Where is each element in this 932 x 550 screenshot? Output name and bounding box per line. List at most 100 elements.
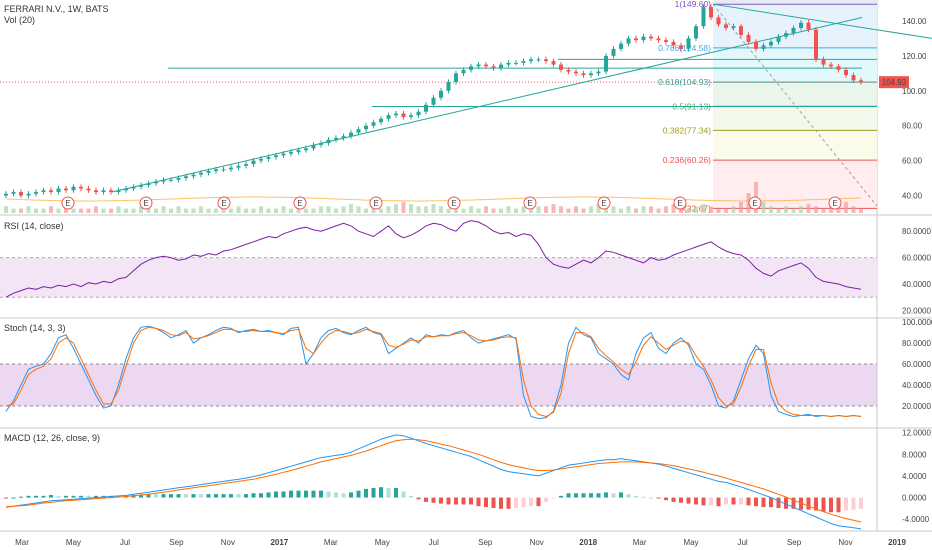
- macd-histogram-bar: [814, 497, 818, 511]
- volume-bar: [386, 206, 391, 213]
- macd-histogram-bar: [776, 497, 781, 508]
- macd-histogram-bar: [791, 497, 796, 509]
- macd-histogram-bar: [206, 494, 211, 498]
- earnings-marker-label: E: [297, 199, 302, 208]
- time-axis-tick: Mar: [324, 538, 338, 547]
- volume-bar: [821, 208, 826, 213]
- candle-body: [4, 193, 8, 196]
- macd-label: MACD (12, 26, close, 9): [4, 433, 100, 443]
- candle-body: [851, 75, 856, 81]
- earnings-marker-label: E: [752, 199, 757, 208]
- candle-body: [26, 193, 31, 196]
- time-axis-tick: Sep: [478, 538, 493, 547]
- stoch-axis-tick: 40.0000: [902, 381, 931, 390]
- candle-body: [656, 38, 661, 41]
- macd-histogram-bar: [536, 497, 541, 507]
- candle-body: [731, 26, 736, 28]
- volume-bar: [469, 206, 473, 213]
- candle-body: [709, 6, 713, 18]
- candle-body: [536, 59, 541, 61]
- volume-bar: [559, 206, 563, 213]
- volume-bar: [281, 206, 286, 213]
- candle-body: [289, 151, 293, 154]
- volume-bar: [784, 206, 788, 213]
- macd-histogram-bar: [476, 497, 481, 507]
- volume-bar: [356, 206, 361, 213]
- macd-histogram-bar: [289, 490, 293, 498]
- fib-level-label: 0.786(124.58): [658, 43, 711, 53]
- candle-body: [686, 38, 691, 49]
- candle-body: [214, 169, 218, 172]
- current-price-badge: [879, 76, 909, 89]
- stoch-band: [0, 364, 877, 407]
- stoch-d-line: [5, 326, 862, 418]
- fib-level-label: 1(149.60): [675, 0, 712, 9]
- volume-bar: [431, 204, 436, 213]
- macd-histogram-bar: [701, 497, 706, 506]
- macd-histogram-bar: [514, 497, 518, 508]
- candle-body: [761, 45, 766, 49]
- candle-body: [349, 132, 353, 137]
- macd-histogram-bar: [386, 488, 391, 498]
- volume-bar: [454, 206, 458, 213]
- candle-body: [266, 157, 271, 159]
- candle-body: [701, 6, 706, 27]
- candle-body: [109, 190, 113, 193]
- macd-histogram-bar: [221, 494, 226, 498]
- volume-bar: [319, 206, 323, 213]
- macd-histogram-bar: [424, 497, 428, 502]
- candle-body: [589, 73, 593, 76]
- rsi-axis-tick: 20.0000: [902, 306, 931, 315]
- candle-body: [56, 188, 61, 193]
- candle-body: [769, 41, 773, 46]
- price-axis-tick: 100.00: [902, 87, 927, 96]
- candle-body: [446, 82, 451, 91]
- candle-body: [11, 192, 16, 194]
- candle-body: [551, 61, 556, 65]
- earnings-marker: [61, 196, 75, 210]
- candle-body: [574, 71, 578, 74]
- volume-bar: [101, 208, 106, 213]
- candle-body: [176, 178, 181, 180]
- volume-bar: [64, 206, 68, 213]
- candle-body: [649, 36, 653, 39]
- macd-histogram-bar: [611, 493, 616, 498]
- time-axis-tick: 2018: [579, 538, 597, 547]
- macd-histogram-bar: [529, 497, 533, 507]
- macd-histogram-bar: [784, 497, 788, 509]
- volume-bar: [296, 206, 301, 213]
- volume-bar: [709, 206, 713, 213]
- candle-body: [229, 167, 233, 170]
- macd-histogram-bar: [844, 497, 848, 511]
- candle-body: [521, 61, 526, 63]
- candle-body: [49, 190, 53, 193]
- volume-bar: [341, 206, 346, 213]
- macd-histogram-bar: [461, 497, 466, 505]
- volume-bar: [49, 206, 53, 213]
- volume-bar: [199, 206, 203, 213]
- volume-bar: [214, 208, 218, 213]
- macd-histogram-bar: [559, 495, 563, 498]
- earnings-marker: [369, 196, 383, 210]
- volume-bar: [304, 208, 308, 213]
- macd-histogram-bar: [79, 495, 83, 498]
- macd-histogram-bar: [266, 492, 271, 498]
- macd-histogram-bar: [34, 495, 38, 498]
- candle-body: [64, 188, 68, 191]
- volume-bar: [641, 206, 646, 213]
- candle-body: [671, 41, 676, 46]
- candle-body: [806, 22, 811, 30]
- macd-axis-tick: 0.0000: [902, 494, 927, 503]
- volume-bar: [131, 208, 136, 213]
- candle-body: [791, 27, 796, 34]
- candle-body: [379, 118, 383, 123]
- macd-histogram-bar: [154, 494, 158, 498]
- candle-body: [221, 169, 226, 171]
- macd-histogram-bar: [484, 497, 488, 508]
- volume-bar: [394, 204, 398, 213]
- price-axis-tick: 140.00: [902, 17, 927, 26]
- macd-histogram-bar: [371, 488, 376, 498]
- macd-histogram-bar: [146, 494, 151, 498]
- volume-bar: [844, 201, 848, 213]
